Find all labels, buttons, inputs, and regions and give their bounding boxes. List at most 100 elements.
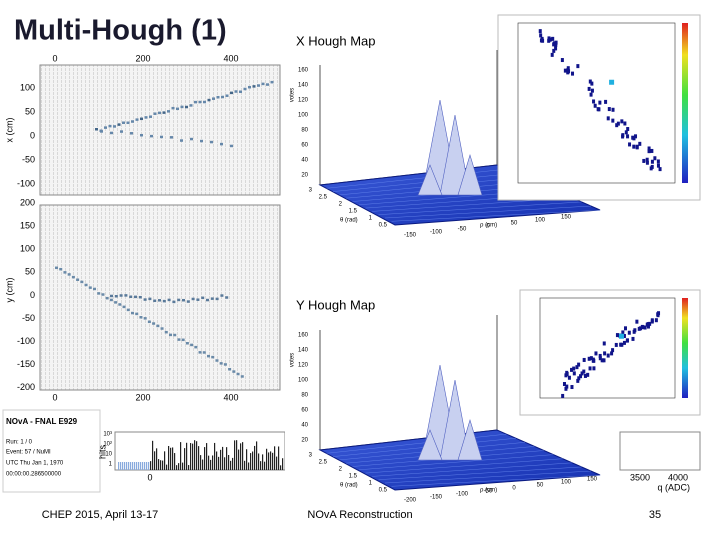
cell bbox=[551, 36, 555, 41]
hist-bar bbox=[160, 460, 162, 470]
hist-bar bbox=[164, 451, 166, 470]
tick-label: 0.5 bbox=[379, 488, 388, 494]
cell bbox=[658, 167, 662, 172]
hist-bar bbox=[182, 462, 184, 470]
tick-label: 0 bbox=[52, 53, 57, 63]
hit bbox=[124, 294, 128, 297]
cell bbox=[615, 333, 619, 338]
cell bbox=[577, 362, 581, 367]
hit bbox=[236, 372, 240, 376]
hit bbox=[239, 90, 242, 94]
tick-label: 120 bbox=[298, 98, 309, 104]
cell bbox=[538, 29, 542, 34]
hit bbox=[63, 271, 67, 274]
hit bbox=[221, 95, 224, 99]
hit bbox=[135, 312, 139, 316]
hit bbox=[122, 121, 125, 124]
hist-bar bbox=[142, 462, 144, 470]
info-text: Event: 57 / NuMI bbox=[6, 450, 51, 456]
hit bbox=[139, 316, 143, 319]
cell bbox=[575, 365, 579, 370]
hit bbox=[234, 90, 238, 93]
color-bar bbox=[682, 23, 688, 183]
hough-2d-inset bbox=[497, 14, 701, 201]
cell bbox=[638, 141, 642, 146]
tick-label: -50 bbox=[484, 489, 493, 495]
cell bbox=[632, 144, 636, 149]
cell bbox=[572, 371, 576, 376]
hit bbox=[131, 311, 134, 315]
tick-label: 3 bbox=[309, 453, 313, 459]
cell bbox=[565, 370, 569, 375]
hit bbox=[150, 134, 153, 138]
cell bbox=[611, 118, 615, 123]
info-box bbox=[2, 409, 101, 493]
hist-bar bbox=[118, 462, 120, 470]
cell bbox=[603, 351, 607, 356]
hist-bar bbox=[250, 453, 252, 470]
hist-bar bbox=[226, 447, 228, 470]
hist-bar bbox=[264, 461, 266, 470]
tick-label: 1 bbox=[109, 462, 113, 468]
hit bbox=[225, 94, 229, 97]
hist-bar bbox=[268, 452, 270, 470]
hist-bar bbox=[126, 462, 128, 470]
hist-bar bbox=[208, 455, 210, 470]
cell bbox=[563, 68, 567, 73]
cell bbox=[631, 336, 635, 341]
slide-title: Multi-Hough (1) bbox=[14, 15, 227, 47]
tick-label: 2 bbox=[339, 467, 343, 473]
hit bbox=[171, 106, 175, 110]
cell bbox=[590, 88, 594, 93]
hist-bar bbox=[170, 447, 172, 470]
hit bbox=[180, 105, 184, 109]
hit bbox=[177, 338, 181, 341]
charge-histogram bbox=[619, 431, 701, 471]
axis-label: votes bbox=[290, 88, 296, 102]
hit bbox=[131, 120, 134, 123]
axis-label: q (ADC) bbox=[657, 482, 690, 492]
tick-label: 3 bbox=[309, 188, 313, 194]
hit bbox=[228, 367, 232, 371]
hist-bar bbox=[168, 445, 170, 470]
cell bbox=[547, 37, 551, 42]
hist-bar bbox=[154, 451, 156, 470]
tick-label: 150 bbox=[20, 220, 35, 230]
hit bbox=[167, 298, 171, 302]
tick-label: 40 bbox=[301, 158, 308, 164]
tick-label: 20 bbox=[301, 438, 308, 444]
cell bbox=[539, 38, 543, 43]
cell bbox=[646, 322, 650, 327]
hit bbox=[194, 345, 198, 349]
tick-label: 10² bbox=[103, 442, 112, 448]
hist-bar bbox=[214, 442, 216, 470]
hit bbox=[117, 123, 121, 126]
tick-label: 0 bbox=[30, 130, 35, 140]
tick-label: 100 bbox=[298, 378, 309, 384]
hit bbox=[140, 117, 143, 121]
tick-label: 0 bbox=[147, 472, 152, 482]
tick-label: -200 bbox=[404, 498, 417, 504]
hist-bar bbox=[232, 457, 234, 470]
hit bbox=[97, 292, 101, 295]
hit bbox=[240, 375, 244, 378]
hist-bar bbox=[190, 443, 192, 470]
tick-label: 50 bbox=[25, 267, 35, 277]
hist-bar bbox=[282, 458, 284, 470]
tick-label: 2 bbox=[339, 202, 343, 208]
peak bbox=[439, 379, 471, 461]
histogram-bars bbox=[118, 440, 284, 470]
tick-label: -100 bbox=[456, 492, 469, 498]
hit bbox=[153, 112, 157, 115]
tick-label: -50 bbox=[458, 227, 467, 233]
axis-label: y (cm) bbox=[4, 278, 14, 303]
hist-bar bbox=[194, 440, 196, 470]
mesh bbox=[371, 462, 573, 477]
page-number: 35 bbox=[649, 509, 661, 521]
hit bbox=[203, 100, 206, 104]
cell bbox=[656, 163, 660, 168]
cell bbox=[587, 86, 591, 91]
cell bbox=[643, 325, 647, 330]
cell bbox=[615, 123, 619, 128]
cell bbox=[625, 338, 629, 343]
